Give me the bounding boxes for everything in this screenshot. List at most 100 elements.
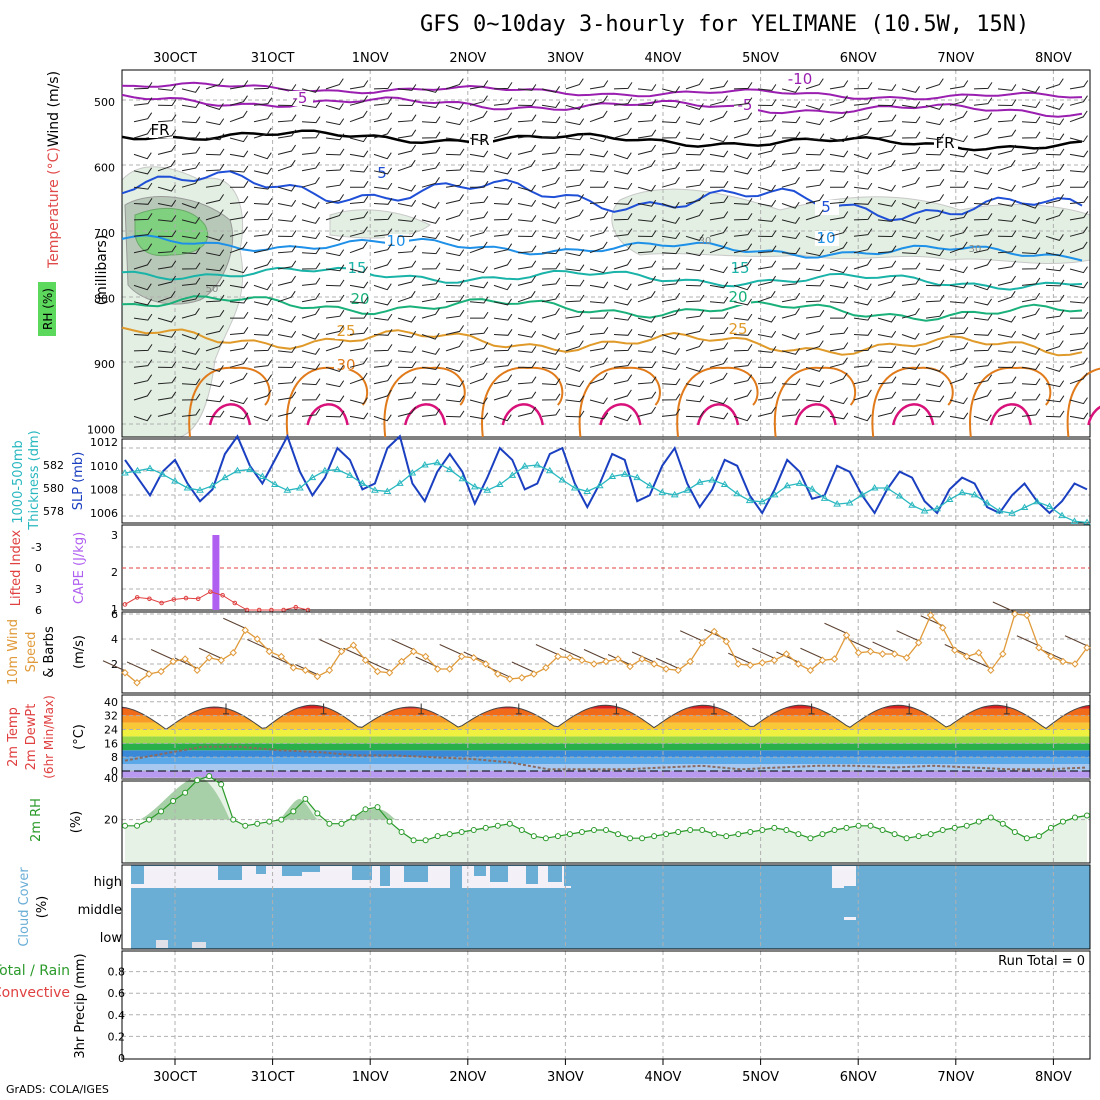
wind-barb: [565, 194, 585, 204]
wind-barb: [661, 177, 680, 188]
wind-barb: [373, 82, 393, 90]
wind-barb: [301, 292, 321, 303]
wind-barb: [973, 152, 992, 160]
wind-barb: [565, 163, 585, 172]
10m-wind-marker: [457, 652, 466, 661]
wind-barb: [157, 391, 177, 401]
wind-barb: [469, 397, 488, 405]
wind-barb: [229, 372, 248, 385]
wind-barb: [181, 131, 201, 139]
temp-minmax-whisker: [711, 703, 717, 715]
wind-barb: [397, 260, 417, 270]
thickness-marker: [196, 486, 204, 493]
wind-barb: [589, 327, 609, 335]
temperature-contour: [121, 326, 1083, 357]
rh-marker: [687, 826, 694, 833]
temperature-contour: [121, 234, 1083, 262]
thickness-slp-frame: [121, 438, 1091, 524]
wind-barb: [829, 397, 848, 405]
bottom-date-label: 6NOV: [840, 1070, 877, 1085]
wind-barb: [469, 196, 489, 204]
wind-barb: [541, 348, 561, 355]
wind-barb: [925, 365, 944, 372]
wind-barb: [973, 344, 993, 352]
wind-barb: [901, 247, 921, 255]
wind-barb: [757, 346, 777, 353]
wind-barb: [613, 167, 633, 175]
wind-barb: [661, 348, 681, 355]
wind-barb: [469, 357, 488, 368]
rh-marker: [326, 820, 333, 827]
10m-wind-marker: [710, 627, 718, 636]
10m-wind-marker: [554, 652, 562, 661]
dewpoint-line: [124, 745, 1088, 771]
precip-total-rain-label: Total / Rain: [0, 963, 70, 979]
thickness-marker: [133, 466, 142, 474]
thickness-marker: [420, 461, 429, 468]
temp-label-3: (6hr Min/Max): [42, 695, 56, 779]
top-date-label: 30OCT: [153, 51, 197, 66]
contour-label: -5: [738, 96, 753, 114]
wind-barb: [949, 327, 969, 335]
wind-barb: [229, 412, 249, 420]
wind-barb: [661, 408, 681, 417]
wind-barb: [997, 290, 1016, 303]
wind-barb: [997, 391, 1017, 401]
wind-barb: [325, 279, 345, 287]
wind-barb: [350, 180, 369, 188]
wind-barb: [469, 281, 489, 289]
top-date-label: 8NOV: [1035, 51, 1072, 66]
wind-barb: [997, 330, 1017, 338]
wind-barb: [1045, 118, 1065, 126]
wind-barb: [421, 146, 441, 155]
wind-barb: [733, 329, 753, 336]
top-date-label: 5NOV: [742, 51, 779, 66]
wind-barb: [133, 182, 153, 190]
wind-barb: [445, 279, 465, 287]
wind-barb: [829, 327, 849, 335]
wind-barb: [589, 397, 608, 405]
10m-wind-marker: [313, 672, 322, 681]
temperature-band: [122, 708, 1090, 716]
contour-label: 10: [816, 229, 835, 247]
wind-barb: [349, 211, 369, 221]
thickness-marker: [208, 481, 217, 489]
wind-barb: [277, 290, 296, 303]
wind-barb: [709, 80, 729, 90]
wind-barb: [949, 150, 969, 158]
10m-wind-marker: [578, 656, 586, 664]
wind-barb: [853, 374, 873, 385]
wind-barb: [757, 406, 777, 417]
wind-barb: [517, 330, 537, 338]
wind-barb: [397, 315, 416, 323]
rh-marker: [338, 820, 345, 827]
contour-label: FR: [470, 131, 489, 149]
thickness-marker: [820, 494, 829, 501]
wind-barb: [349, 342, 369, 352]
wind-barb: [805, 294, 825, 303]
wind-barb: [349, 241, 368, 254]
wind-barb: [733, 112, 753, 123]
wind-barb: [781, 292, 801, 303]
wind-barb: [733, 82, 753, 90]
wind-barb: [205, 209, 224, 221]
wind-barb: [709, 397, 728, 405]
rh-marker: [482, 824, 489, 831]
wind-barb: [493, 359, 513, 368]
wind-barb: [997, 144, 1017, 155]
thickness-marker: [258, 472, 267, 479]
wind-barb: [349, 266, 368, 274]
wind-barb: [661, 217, 681, 224]
bottom-date-label: 30OCT: [153, 1070, 197, 1085]
10m-wind-barb: [102, 660, 126, 672]
wind-barb: [517, 260, 537, 270]
wind-barb: [589, 196, 609, 204]
10m-wind-marker: [542, 664, 550, 672]
wind-barb: [565, 234, 584, 241]
rh-marker: [206, 773, 213, 780]
wind-barb: [949, 372, 968, 385]
wind-barb: [949, 296, 969, 304]
wind-barb: [997, 315, 1016, 323]
contour-label: -10: [788, 70, 813, 88]
